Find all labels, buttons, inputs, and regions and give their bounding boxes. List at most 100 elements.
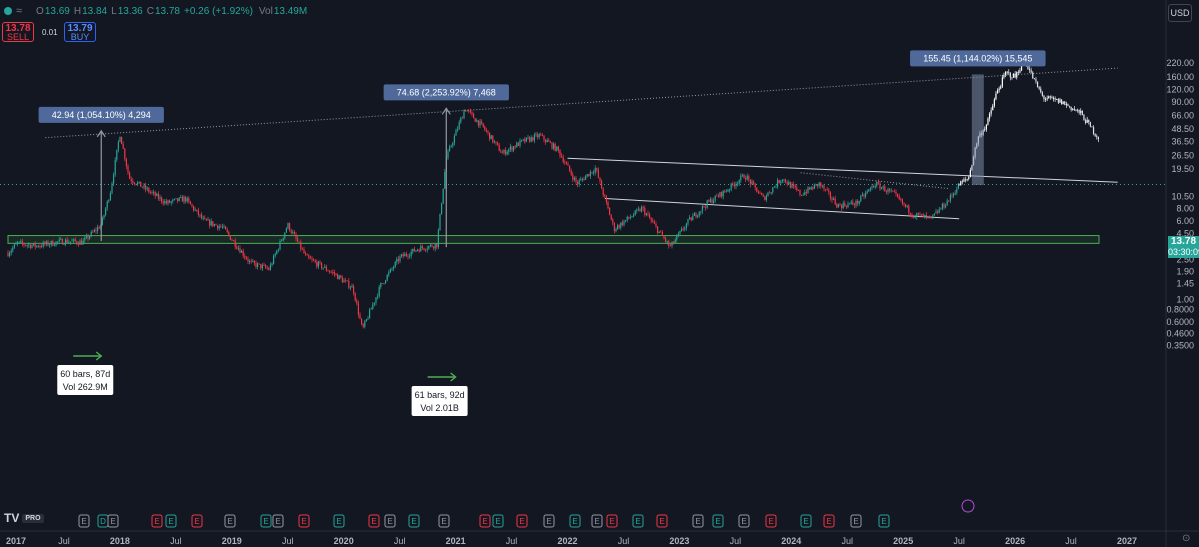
candle — [490, 135, 492, 140]
candle — [737, 183, 739, 185]
earnings-event-icon — [492, 514, 504, 528]
candle — [855, 200, 857, 206]
candle — [298, 241, 300, 243]
projection-candle — [1088, 119, 1090, 123]
candle — [925, 214, 927, 217]
candle — [60, 239, 62, 240]
candle — [127, 166, 129, 173]
x-tick-label: Jul — [618, 536, 630, 546]
candle — [404, 253, 406, 257]
candle — [338, 275, 340, 280]
candle — [197, 210, 199, 215]
candle — [193, 206, 195, 211]
candle — [804, 192, 806, 195]
candle — [473, 113, 475, 119]
measure-arrowhead — [96, 129, 106, 138]
candle — [255, 263, 257, 267]
buy-button[interactable]: 13.79 BUY — [64, 22, 96, 42]
candle — [425, 249, 427, 251]
projection-candle — [968, 177, 970, 179]
candle — [369, 309, 371, 319]
candle — [565, 162, 567, 164]
candle — [847, 203, 849, 208]
candle — [569, 165, 571, 171]
earnings-event-label: E — [371, 517, 376, 526]
x-tick-label: 2019 — [222, 536, 242, 546]
candle — [530, 137, 532, 142]
candle — [948, 200, 950, 202]
x-tick-label: 2017 — [6, 536, 26, 546]
candle — [573, 177, 575, 180]
candle — [543, 135, 545, 140]
candle — [945, 205, 947, 208]
high-value: 13.84 — [82, 5, 108, 17]
candle — [402, 254, 404, 257]
candle — [906, 205, 908, 207]
candle — [895, 192, 897, 194]
candle — [575, 177, 577, 183]
market-status-icon — [4, 7, 12, 15]
measure-label-bg — [38, 106, 164, 123]
candle — [860, 195, 862, 202]
candle — [609, 207, 611, 216]
candle — [529, 137, 531, 142]
candle — [642, 207, 644, 209]
candle — [852, 201, 854, 205]
calendar-icon[interactable]: ⊙ — [1182, 533, 1191, 544]
measure-label: 74.68 (2,253.92%) 7,468 — [383, 84, 509, 101]
candle — [697, 215, 699, 217]
currency-button[interactable]: USD — [1168, 4, 1192, 22]
candle — [839, 204, 841, 206]
earnings-event-icon — [298, 514, 310, 528]
projection-candle — [1006, 71, 1008, 73]
y-tick-label: 0.4600 — [1166, 329, 1194, 339]
earnings-event-icon — [823, 514, 835, 528]
candle — [388, 272, 390, 275]
candle — [213, 224, 215, 226]
candle — [548, 140, 550, 142]
candle — [285, 228, 287, 233]
date-range-line1: 60 bars, 87d — [60, 369, 110, 379]
earnings-event-label: D — [100, 517, 106, 526]
candle — [303, 249, 305, 254]
candle — [890, 190, 892, 192]
candle — [743, 174, 745, 179]
tradingview-logo[interactable]: TV PRO — [4, 511, 44, 525]
date-range-label: 60 bars, 87d Vol 262.9M — [57, 365, 114, 395]
candle — [81, 240, 83, 245]
earnings-event-icon — [712, 514, 724, 528]
candle — [650, 218, 652, 221]
candle — [215, 224, 217, 226]
sell-button[interactable]: 13.78 SELL — [2, 22, 34, 42]
candle — [818, 182, 820, 187]
open-value: 13.69 — [44, 5, 70, 17]
candle — [245, 257, 247, 259]
candle — [951, 195, 953, 197]
candle — [809, 187, 811, 190]
candle — [541, 135, 543, 137]
candle — [55, 241, 57, 246]
candle — [897, 193, 899, 197]
candle — [764, 196, 766, 200]
x-tick-label: 2027 — [1117, 536, 1137, 546]
earnings-event-icon — [107, 514, 119, 528]
candle — [857, 200, 859, 204]
candle — [178, 197, 180, 202]
candle — [633, 214, 635, 217]
candle — [420, 246, 422, 252]
candle — [33, 243, 35, 246]
compare-icon[interactable]: ≈ — [16, 5, 23, 17]
candle — [828, 190, 830, 193]
candle — [692, 215, 694, 221]
candle — [815, 183, 817, 185]
earnings-event-label: E — [519, 517, 524, 526]
candle — [164, 201, 166, 204]
candle — [735, 183, 737, 187]
candle — [450, 145, 452, 147]
candle — [385, 280, 387, 284]
candle — [937, 211, 939, 213]
candle — [143, 185, 145, 188]
candle — [775, 186, 777, 188]
